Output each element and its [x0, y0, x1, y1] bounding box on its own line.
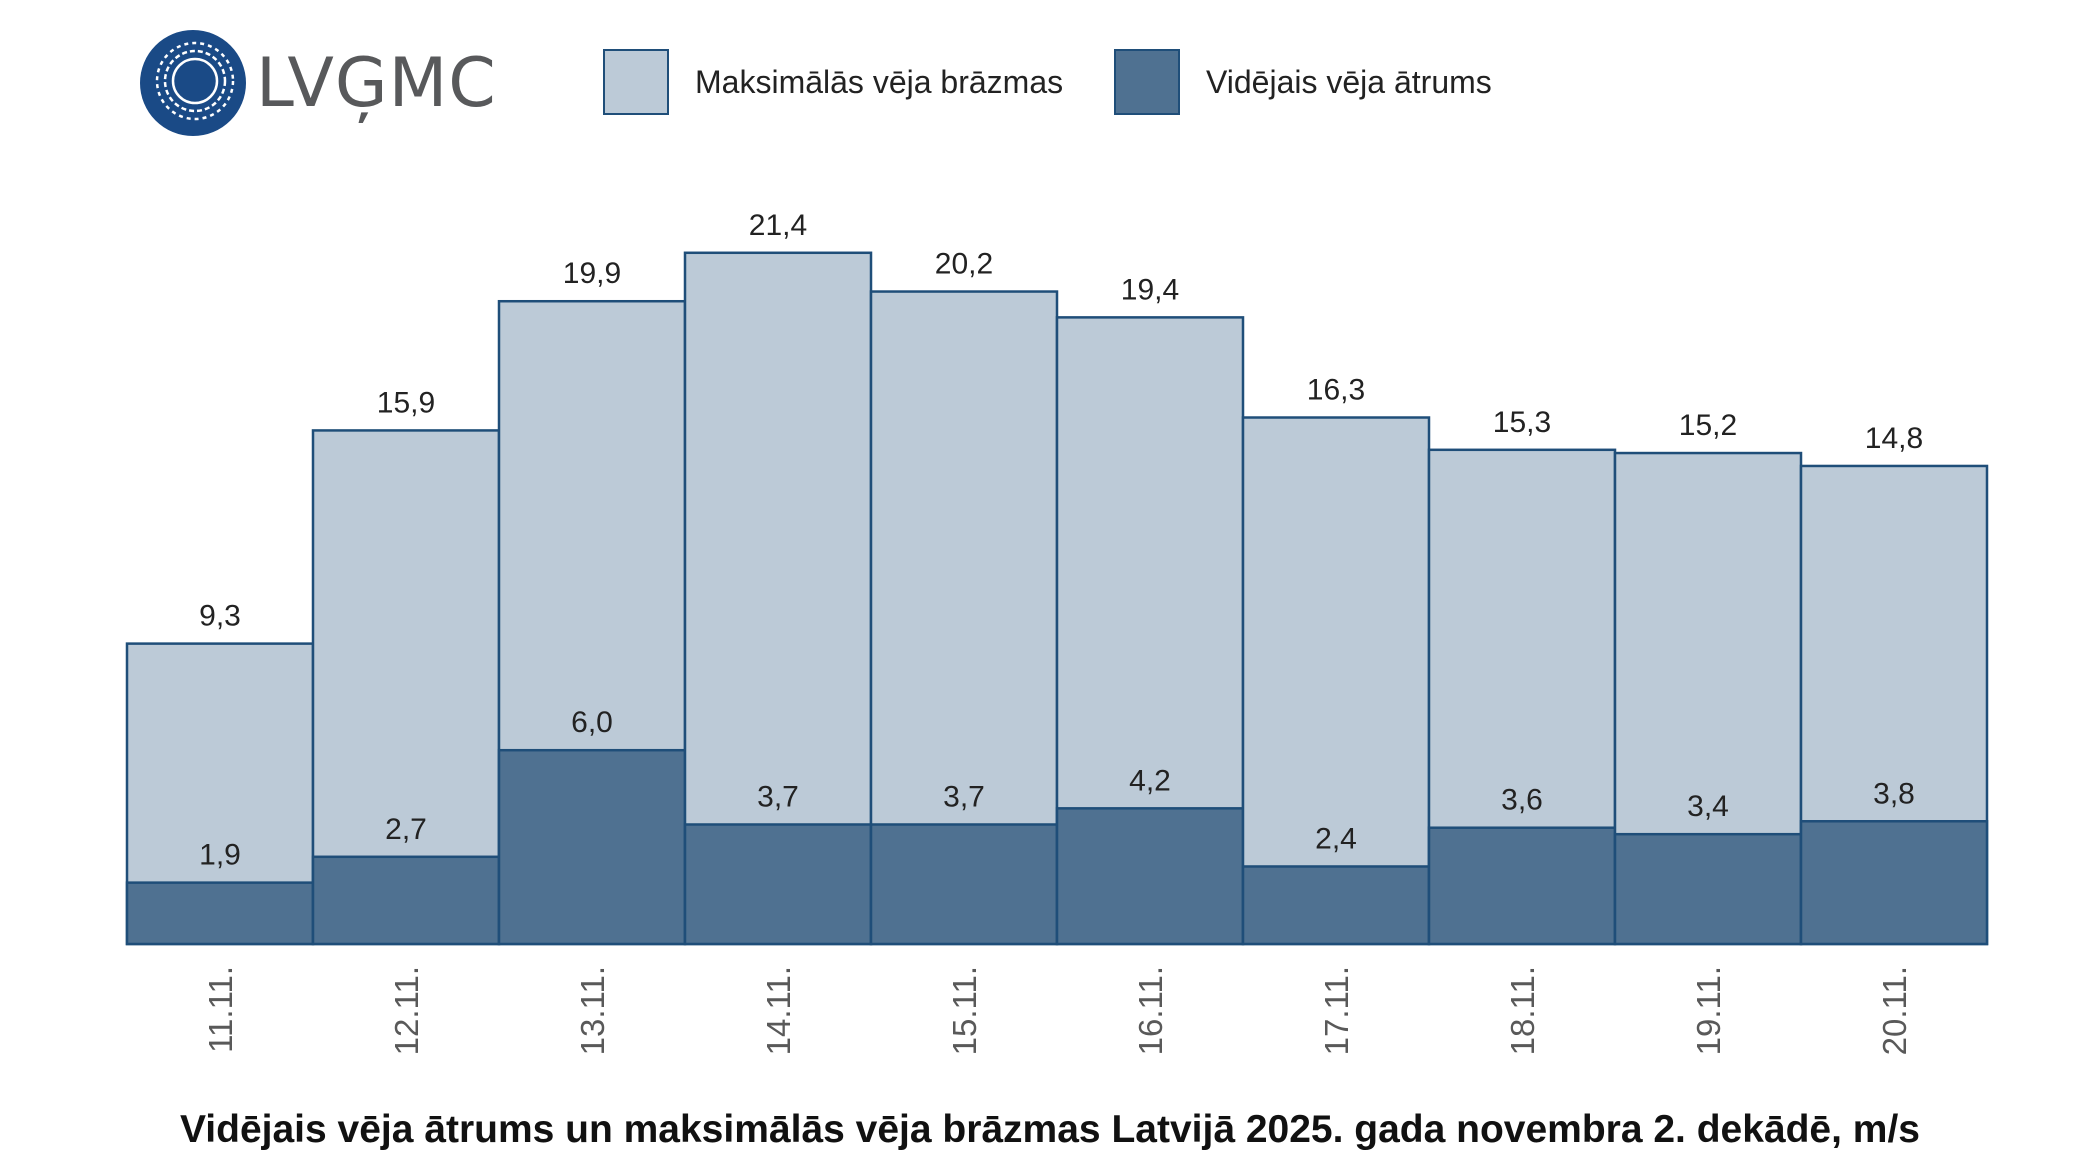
bar-avg-speed [1799, 820, 1989, 946]
data-label-avg-speed: 3,6 [1501, 784, 1543, 817]
data-label-avg-speed: 6,0 [571, 706, 613, 739]
data-label-max-gust: 15,2 [1679, 409, 1737, 442]
chart-title: Vidējais vēja ātrums un maksimālās vēja … [179, 1108, 1920, 1151]
data-label-avg-speed: 3,7 [757, 780, 799, 813]
bar-avg-speed [683, 823, 873, 946]
legend-item-avg-speed: Vidējais vēja ātrums [1114, 48, 1492, 116]
data-label-max-gust: 21,4 [749, 209, 807, 242]
bar-avg-speed [1055, 807, 1245, 946]
data-label-max-gust: 9,3 [199, 600, 241, 633]
legend-swatch [603, 49, 669, 115]
data-label-avg-speed: 3,8 [1873, 777, 1915, 810]
bar-chart: 9,3 1,9 11.11. 15,9 2,7 12.11. 19,9 6,0 13.11. 21… [125, 209, 1989, 1055]
data-label-avg-speed: 3,4 [1687, 790, 1729, 823]
legend-item-max-gusts: Maksimālās vēja brāzmas [603, 48, 1063, 116]
x-tick-label: 18.11. [1504, 966, 1541, 1055]
bar-avg-speed [869, 823, 1059, 946]
bar-max-gust [1241, 416, 1431, 946]
x-tick-label: 12.11. [388, 966, 425, 1055]
legend-swatch [1114, 49, 1180, 115]
x-tick-label: 15.11. [946, 966, 983, 1055]
x-tick-label: 14.11. [760, 966, 797, 1055]
data-label-avg-speed: 2,4 [1315, 822, 1357, 855]
bar-avg-speed [311, 855, 501, 946]
x-tick-label: 16.11. [1132, 966, 1169, 1055]
legend-label: Maksimālās vēja brāzmas [695, 63, 1064, 100]
data-label-max-gust: 19,9 [563, 257, 621, 290]
data-label-avg-speed: 1,9 [199, 839, 241, 872]
x-tick-label: 20.11. [1876, 966, 1913, 1055]
bar-avg-speed [125, 881, 315, 946]
data-label-max-gust: 14,8 [1865, 422, 1923, 455]
bar-avg-speed [1241, 865, 1431, 946]
data-label-avg-speed: 4,2 [1129, 764, 1171, 797]
lvgmc-logo-icon [140, 30, 246, 136]
data-label-avg-speed: 3,7 [943, 780, 985, 813]
data-label-max-gust: 19,4 [1121, 273, 1179, 306]
x-tick-label: 19.11. [1690, 966, 1727, 1055]
data-label-max-gust: 20,2 [935, 248, 993, 281]
data-label-max-gust: 15,9 [377, 386, 435, 419]
x-tick-label: 11.11. [202, 966, 239, 1053]
data-label-max-gust: 16,3 [1307, 374, 1365, 407]
data-label-avg-speed: 2,7 [385, 813, 427, 846]
legend-label: Vidējais vēja ātrums [1206, 63, 1492, 100]
x-tick-label: 13.11. [574, 966, 611, 1055]
x-tick-label: 17.11. [1318, 966, 1355, 1055]
bar-avg-speed [1613, 832, 1803, 946]
bar-avg-speed [1427, 826, 1617, 946]
bar-avg-speed [497, 748, 687, 946]
data-label-max-gust: 15,3 [1493, 406, 1551, 439]
brand-name: LVĢMC [256, 44, 497, 123]
